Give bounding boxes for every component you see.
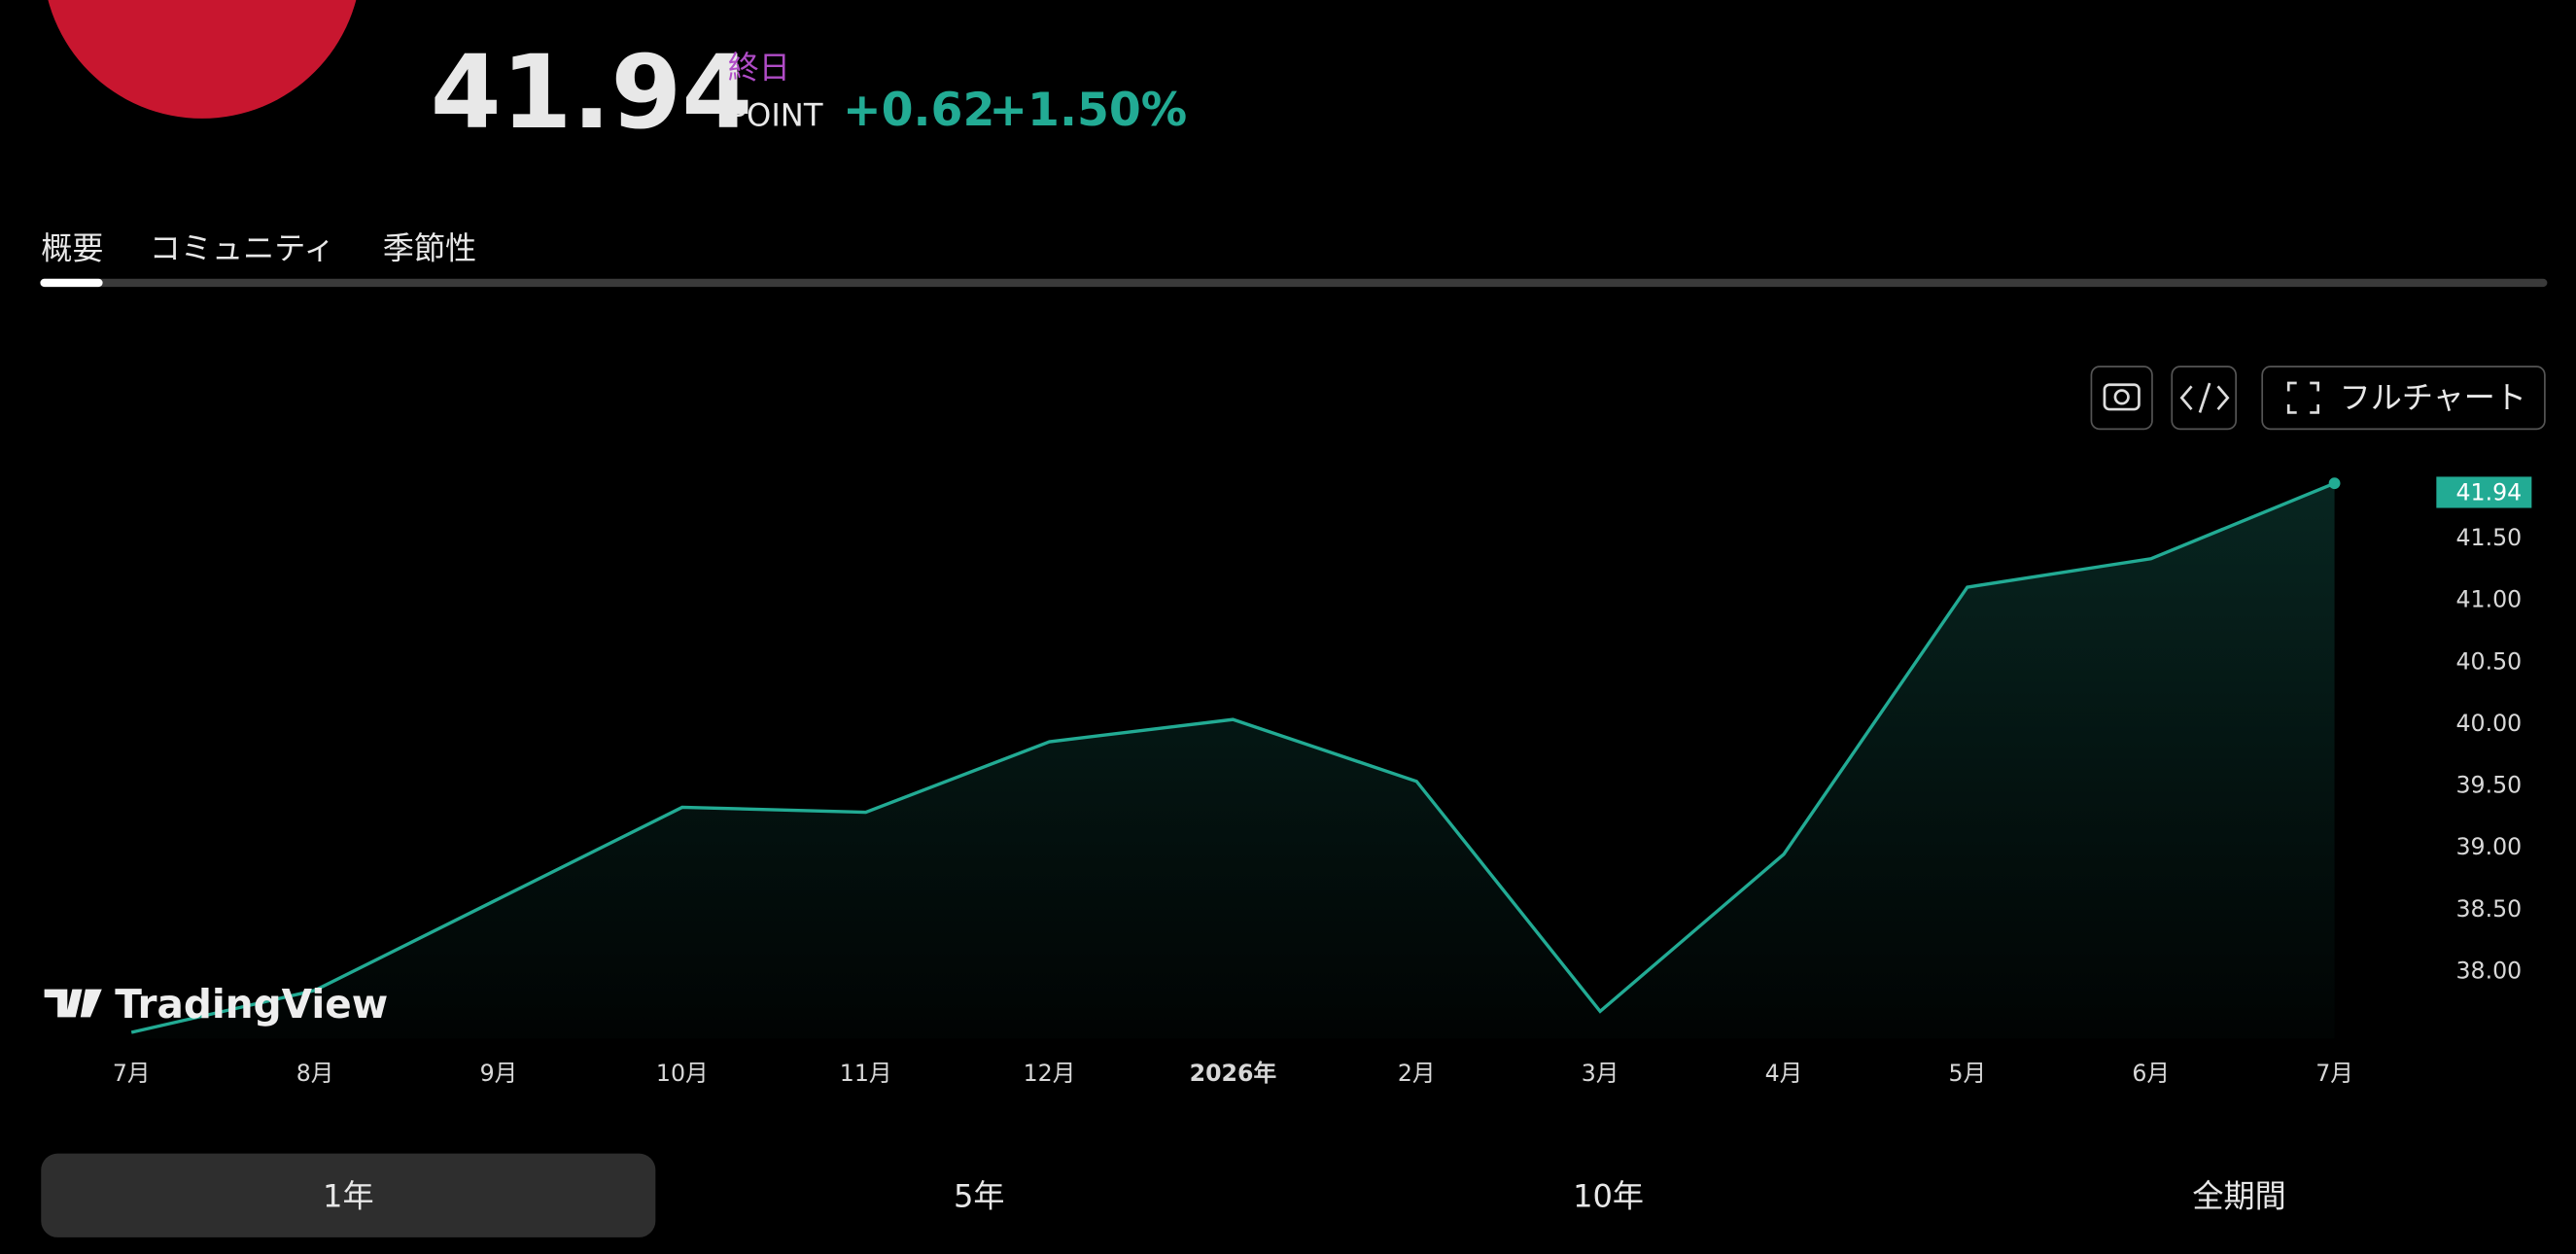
range-active[interactable] <box>41 1153 656 1237</box>
x-tick-label: 7月 <box>113 1060 151 1087</box>
tab[interactable]: 概要 <box>41 229 103 266</box>
tab[interactable]: 季節性 <box>383 229 476 266</box>
y-tick-label: 38.00 <box>2455 957 2522 984</box>
x-tick-label: 10月 <box>656 1060 709 1087</box>
x-tick-label: 12月 <box>1024 1060 1076 1087</box>
full-chart-label[interactable]: フルチャート <box>2340 379 2526 416</box>
last-value-tag <box>2436 476 2532 508</box>
range-button[interactable]: 全期間 <box>2192 1178 2285 1215</box>
change: +0.62 <box>843 84 994 137</box>
y-tick-label: 40.00 <box>2455 710 2522 737</box>
x-tick-label: 6月 <box>2132 1060 2170 1087</box>
session: 終日 <box>728 50 790 87</box>
x-tick-label: 2026年 <box>1190 1060 1276 1087</box>
x-tick-label: 7月 <box>2315 1060 2353 1087</box>
range-button[interactable]: 1年 <box>323 1178 374 1215</box>
embed-button[interactable] <box>2171 366 2238 431</box>
last-value-label: 41.94 <box>2455 478 2522 505</box>
range-button[interactable]: 5年 <box>954 1178 1005 1215</box>
x-tick-label: 8月 <box>296 1060 334 1087</box>
price: 41.94 <box>431 33 752 152</box>
y-tick-label: 41.00 <box>2455 586 2522 613</box>
watermark-text: TradingView <box>115 981 388 1028</box>
y-tick-label: 39.00 <box>2455 833 2522 860</box>
y-tick-label: 38.50 <box>2455 895 2522 923</box>
y-tick-label: 40.50 <box>2455 647 2522 675</box>
y-tick-label: 41.50 <box>2455 524 2522 551</box>
logo <box>48 0 357 119</box>
tab[interactable]: コミュニティ <box>150 229 335 266</box>
watermark: TradingView <box>44 981 388 1028</box>
x-tick-label: 4月 <box>1765 1060 1803 1087</box>
x-tick-label: 2月 <box>1398 1060 1436 1087</box>
full-chart-button[interactable]: フルチャート <box>2261 366 2546 431</box>
change-pct: +1.50% <box>989 84 1187 137</box>
y-tick-label: 39.50 <box>2455 772 2522 799</box>
last-point <box>2328 477 2341 490</box>
x-tick-label: 9月 <box>480 1060 518 1087</box>
plot: 38.00 38.50 39.00 39.50 40.00 40.50 41.00 41.50… <box>113 476 2532 1087</box>
line <box>130 481 2336 1034</box>
range-button[interactable]: 10年 <box>1573 1178 1644 1215</box>
x-tick-label: 11月 <box>840 1060 892 1087</box>
x-tick-label: 5月 <box>1948 1060 1986 1087</box>
camera-button[interactable] <box>2090 366 2153 431</box>
area-fill <box>131 483 2335 1039</box>
unit: POINT <box>728 97 823 134</box>
x-tick-label: 3月 <box>1582 1060 1619 1087</box>
